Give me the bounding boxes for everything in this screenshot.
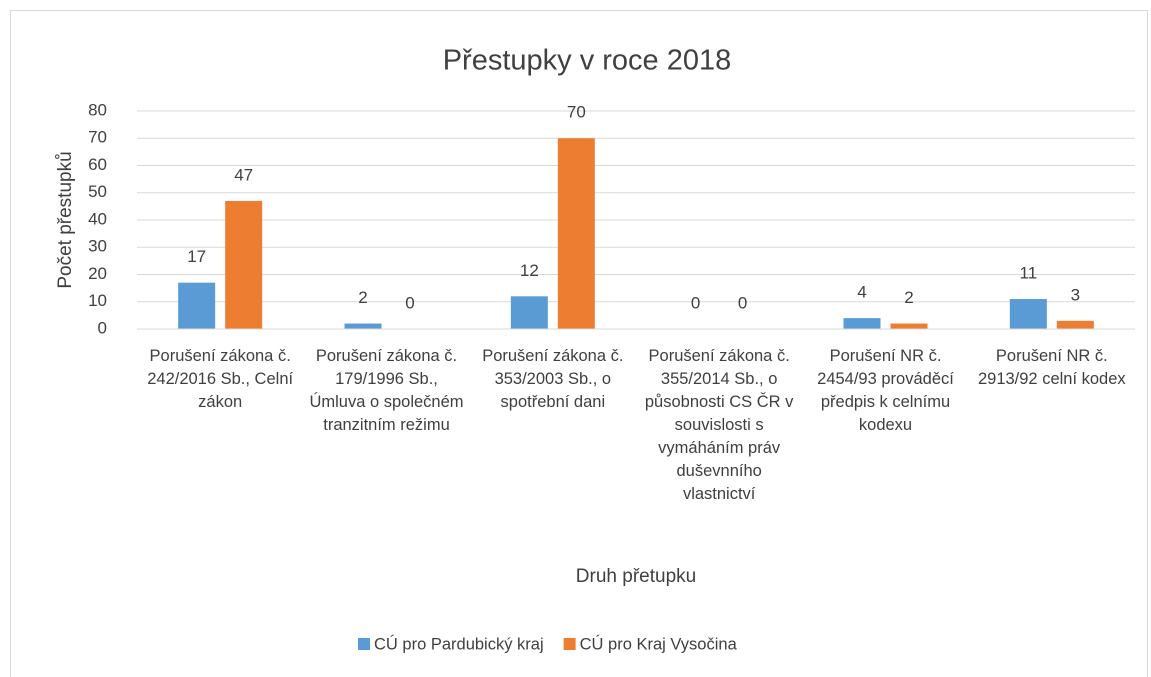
bar [510, 296, 548, 329]
data-label: 11 [1020, 264, 1038, 283]
y-tick-label: 10 [88, 291, 107, 310]
data-label: 2 [358, 288, 367, 307]
data-label: 0 [691, 293, 700, 312]
bar [225, 200, 263, 329]
legend-label: CÚ pro Kraj Vysočina [580, 634, 738, 653]
data-label: 47 [234, 165, 253, 184]
data-label: 17 [187, 247, 206, 266]
y-tick-label: 60 [88, 155, 107, 174]
data-label: 4 [857, 283, 866, 302]
y-tick-label: 0 [98, 318, 107, 337]
data-label: 70 [567, 103, 586, 122]
chart-title: Přestupky v roce 2018 [443, 45, 732, 77]
bar [557, 138, 595, 329]
legend-label: CÚ pro Pardubický kraj [374, 634, 544, 653]
x-tick-label: Porušení NR č. 2913/92 celní kodex [977, 347, 1126, 388]
bar [344, 323, 382, 329]
chart-border [10, 10, 1148, 677]
bar [178, 282, 216, 329]
legend-swatch [563, 638, 576, 650]
bar [1056, 320, 1094, 329]
x-tick-label: Porušení NR č. 2454/93 prováděcí předpis… [817, 347, 954, 434]
data-label: 12 [520, 261, 539, 280]
y-tick-label: 70 [88, 128, 107, 147]
y-tick-label: 20 [88, 264, 107, 283]
x-tick-label: Porušení zákona č. 242/2016 Sb., Celní z… [147, 347, 294, 411]
bar [890, 323, 928, 329]
data-label: 0 [738, 293, 747, 312]
bar [1009, 299, 1047, 329]
y-axis-label: Počet přestupků [55, 151, 76, 288]
x-tick-label: Porušení zákona č. 353/2003 Sb., o spotř… [482, 347, 624, 411]
y-tick-label: 40 [88, 209, 107, 228]
x-axis-label: Druh přetupku [576, 566, 696, 587]
bar [843, 318, 881, 329]
data-label: 3 [1071, 285, 1080, 304]
data-label: 2 [904, 288, 913, 307]
x-tick-label: Porušení zákona č. 179/1996 Sb., Úmluva … [309, 347, 464, 434]
legend-swatch [358, 638, 370, 650]
y-tick-label: 30 [88, 237, 107, 256]
y-tick-label: 50 [88, 182, 107, 201]
data-label: 0 [405, 293, 414, 312]
x-tick-label: Porušení zákona č. 355/2014 Sb., o působ… [644, 347, 794, 503]
y-tick-label: 80 [88, 100, 107, 119]
